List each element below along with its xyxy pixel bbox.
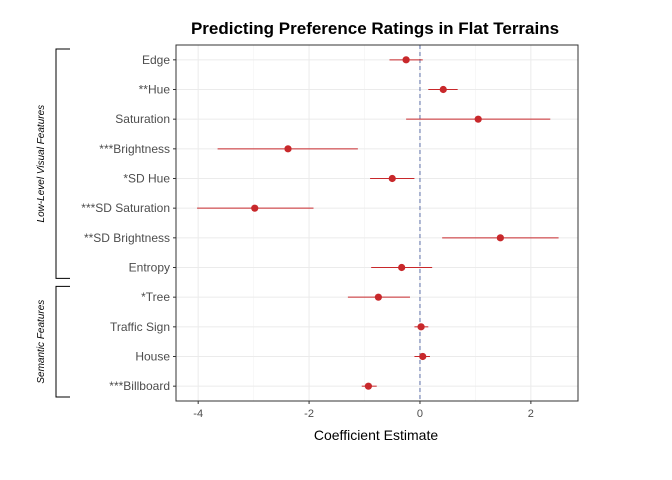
grid-lines (176, 45, 578, 401)
group-label: Semantic Features (36, 300, 47, 384)
estimate-point (496, 234, 504, 242)
y-tick-label: *Tree (141, 290, 170, 304)
x-tick-label: -4 (193, 408, 203, 420)
x-axis-ticks: -4 -2 0 2 (193, 401, 534, 420)
estimate-point (364, 382, 373, 390)
group-bracket (55, 48, 70, 279)
y-tick-label: Edge (142, 53, 170, 67)
y-tick-label: *SD Hue (123, 172, 170, 186)
y-tick-label: Traffic Sign (110, 320, 170, 334)
estimate-point (417, 323, 425, 331)
x-tick-label: 2 (528, 408, 534, 420)
estimate-point (388, 174, 396, 183)
group-brackets: Low-Level Visual Features Semantic Featur… (36, 48, 70, 398)
y-tick-label: Entropy (129, 261, 170, 275)
y-tick-label: House (135, 350, 170, 364)
y-tick-label: Saturation (115, 112, 170, 126)
y-tick-label: ***Billboard (109, 379, 170, 393)
data-marks (197, 56, 559, 390)
x-tick-label: 0 (417, 408, 423, 420)
estimate-point (419, 352, 427, 361)
x-tick-label: -2 (304, 408, 314, 420)
estimate-point (374, 293, 382, 301)
estimate-point (439, 85, 447, 94)
chart-title: Predicting Preference Ratings in Flat Te… (191, 19, 559, 38)
estimate-point (398, 263, 406, 272)
estimate-point (474, 115, 482, 123)
y-tick-label: ***SD Saturation (81, 201, 170, 215)
y-tick-label: **Hue (139, 83, 171, 97)
group-label: Low-Level Visual Features (36, 105, 47, 223)
plot-panel-border (175, 44, 579, 402)
y-axis-labels: Edge **Hue Saturation ***Brightness *SD Hue *… (81, 53, 176, 393)
y-tick-label: ***Brightness (99, 142, 170, 156)
estimate-point (402, 56, 410, 64)
estimate-point (284, 145, 292, 153)
group-bracket (55, 285, 70, 398)
x-axis-label: Coefficient Estimate (314, 427, 438, 443)
y-tick-label: **SD Brightness (84, 231, 170, 245)
estimate-point (251, 204, 259, 212)
